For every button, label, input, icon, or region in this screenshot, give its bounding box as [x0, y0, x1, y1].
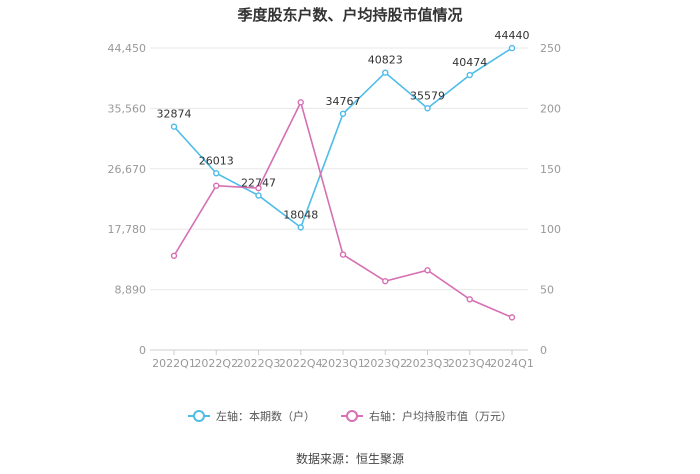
left-tick-label: 44,450 — [108, 42, 147, 55]
data-point[interactable] — [339, 110, 347, 117]
left-tick-label: 8,890 — [115, 284, 147, 297]
right-tick-label: 100 — [540, 223, 561, 236]
data-point[interactable] — [466, 296, 473, 303]
data-label: 40474 — [452, 56, 487, 69]
data-label: 22747 — [241, 176, 276, 189]
data-point[interactable] — [424, 105, 431, 112]
data-label: 26013 — [199, 154, 234, 167]
data-label: 35579 — [410, 89, 445, 102]
legend-label-households: 左轴：本期数（户） — [216, 410, 315, 423]
data-point[interactable] — [213, 182, 220, 189]
x-tick-label: 2023Q2 — [363, 357, 407, 370]
series-layer — [170, 44, 516, 321]
right-tick-label: 150 — [540, 163, 561, 176]
data-point[interactable] — [508, 44, 516, 52]
right-axis-ticks: 0 50 100 150 200 250 — [540, 42, 561, 357]
data-point[interactable] — [213, 170, 220, 177]
data-point[interactable] — [339, 251, 347, 258]
legend-label-avg-value: 右轴：户均持股市值（万元） — [369, 410, 512, 423]
data-label: 32874 — [157, 108, 192, 121]
left-tick-label: 35,560 — [108, 102, 147, 115]
data-labels: 32874 26013 22747 18048 34767 40823 35579 40474… — [157, 29, 530, 221]
data-point[interactable] — [255, 184, 262, 192]
data-label: 34767 — [326, 95, 361, 108]
x-tick-label: 2023Q3 — [406, 357, 450, 370]
data-point[interactable] — [170, 252, 178, 259]
right-tick-label: 0 — [540, 344, 547, 357]
right-tick-label: 200 — [540, 102, 561, 115]
data-point[interactable] — [255, 192, 262, 199]
x-tick-label: 2022Q4 — [279, 357, 323, 370]
chart-title: 季度股东户数、户均持股市值情况 — [237, 6, 463, 24]
legend-item-avg-value[interactable]: 右轴：户均持股市值（万元） — [341, 408, 512, 424]
x-tick-label: 2023Q1 — [321, 357, 365, 370]
data-label: 18048 — [283, 208, 318, 221]
left-axis-ticks: 0 8,890 17,780 26,670 35,560 44,450 — [108, 42, 147, 357]
x-tick-label: 2023Q4 — [448, 357, 492, 370]
series-line-1 — [173, 100, 513, 319]
legend-swatch-households — [188, 410, 210, 422]
legend: 左轴：本期数（户） 右轴：户均持股市值（万元） — [0, 408, 700, 424]
left-tick-label: 26,670 — [108, 163, 147, 176]
x-tick-label: 2022Q3 — [237, 357, 281, 370]
data-point[interactable] — [382, 69, 389, 76]
data-point[interactable] — [297, 224, 304, 231]
data-point[interactable] — [382, 277, 389, 285]
data-label: 40823 — [368, 54, 403, 67]
data-point[interactable] — [466, 71, 473, 79]
data-source: 数据来源：恒生聚源 — [295, 452, 404, 466]
x-axis-ticks: 2022Q12022Q22022Q32022Q42023Q12023Q22023… — [152, 350, 534, 370]
x-tick-label: 2022Q1 — [152, 357, 196, 370]
data-point[interactable] — [424, 267, 431, 274]
data-point[interactable] — [170, 123, 178, 130]
data-point[interactable] — [297, 99, 304, 106]
x-tick-label: 2024Q1 — [490, 357, 534, 370]
left-tick-label: 0 — [139, 344, 146, 357]
grid-lines — [150, 47, 528, 351]
series-line-0 — [173, 47, 513, 229]
right-tick-label: 50 — [540, 284, 554, 297]
left-tick-label: 17,780 — [108, 223, 147, 236]
right-tick-label: 250 — [540, 42, 561, 55]
data-label: 44440 — [495, 29, 530, 42]
x-tick-label: 2022Q2 — [194, 357, 238, 370]
legend-swatch-avg-value — [341, 410, 363, 422]
data-point[interactable] — [508, 314, 516, 321]
legend-item-households[interactable]: 左轴：本期数（户） — [188, 408, 315, 424]
